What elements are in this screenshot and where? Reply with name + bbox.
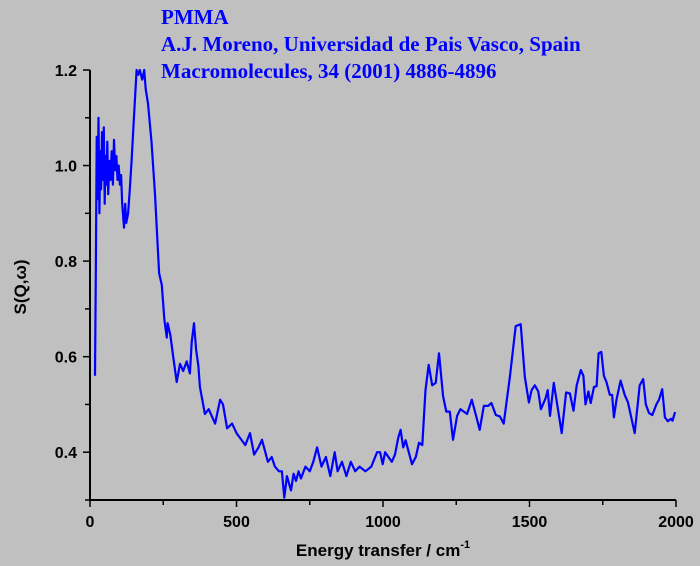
series-line-pmma <box>93 68 677 499</box>
y-axis-label: S(Q,ω) <box>11 260 30 315</box>
x-tick-label: 500 <box>223 514 250 531</box>
x-tick-label: 1500 <box>512 514 548 531</box>
y-tick-label: 0.4 <box>55 445 77 462</box>
x-axis-label: Energy transfer / cm-1 <box>296 539 470 560</box>
x-tick-label: 2000 <box>658 514 694 531</box>
x-tick-label: 0 <box>86 514 95 531</box>
y-tick-label: 1.2 <box>55 63 77 80</box>
x-tick-label: 1000 <box>365 514 401 531</box>
y-tick-label: 1.0 <box>55 159 77 176</box>
annotation-author: A.J. Moreno, Universidad de Pais Vasco, … <box>161 32 581 56</box>
y-tick-label: 0.6 <box>55 350 77 367</box>
annotation-reference: Macromolecules, 34 (2001) 4886-4896 <box>161 59 497 83</box>
y-tick-label: 0.8 <box>55 254 77 271</box>
annotation-title: PMMA <box>161 5 229 29</box>
